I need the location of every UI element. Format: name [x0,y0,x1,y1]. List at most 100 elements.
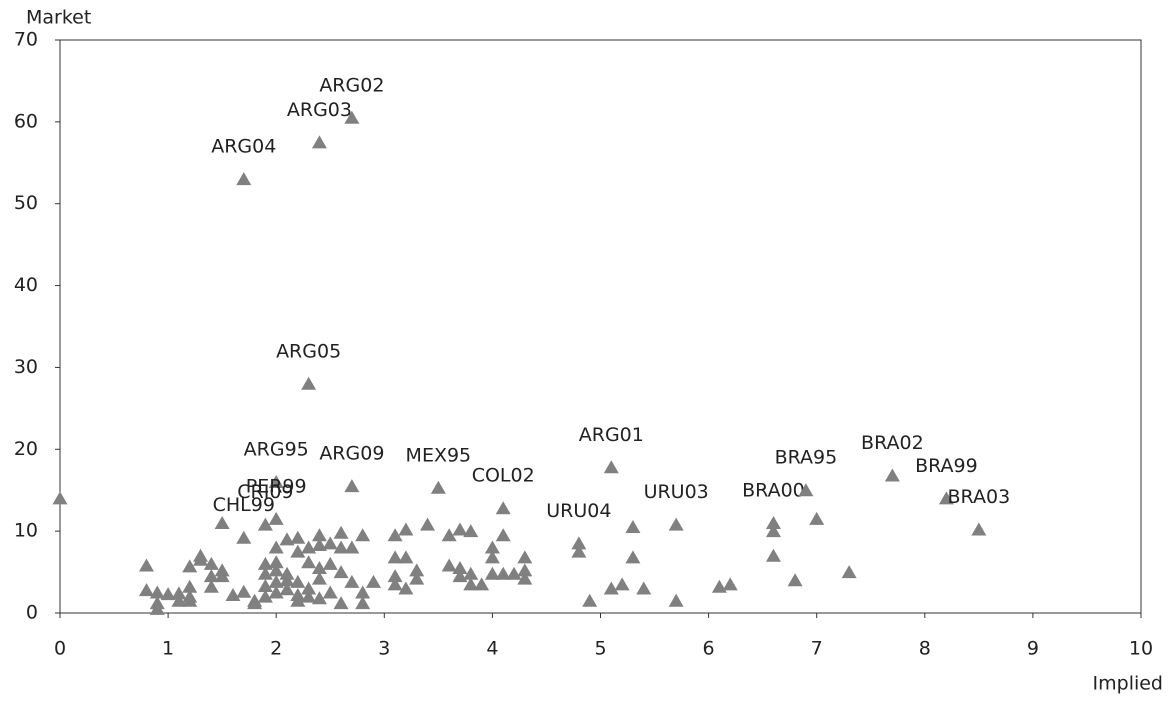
marker [257,566,273,580]
marker [603,460,619,474]
marker [344,479,360,493]
marker [279,566,295,580]
marker [311,591,327,605]
marker [225,587,241,601]
marker [257,517,273,531]
y-axis-title: Market [26,7,91,29]
x-tick-label: 4 [486,638,498,660]
marker [463,566,479,580]
y-tick-label: 20 [14,438,38,460]
marker [182,593,198,607]
marker [495,501,511,515]
marker [301,540,317,554]
point-label: BRA99 [915,455,978,477]
marker [463,524,479,538]
point-label: BRA95 [775,447,838,469]
marker [387,577,403,591]
marker [420,517,436,531]
marker [884,468,900,482]
point-label: URU03 [644,481,709,503]
marker [333,565,349,579]
marker [236,530,252,544]
marker [290,530,306,544]
marker [668,593,684,607]
marker [517,563,533,577]
marker [171,593,187,607]
marker [387,550,403,564]
marker [52,491,68,505]
marker [247,593,263,607]
marker [311,135,327,149]
marker [711,579,727,593]
marker [387,528,403,542]
marker [484,540,500,554]
x-axis-title: Implied [1093,673,1163,695]
x-tick-label: 2 [270,638,282,660]
marker [290,544,306,558]
point-label: ARG95 [244,439,309,461]
marker [279,582,295,596]
marker [765,548,781,562]
x-tick-label: 5 [594,638,606,660]
marker [625,520,641,534]
marker [193,552,209,566]
x-tick-label: 9 [1027,638,1039,660]
marker [517,550,533,564]
marker [311,538,327,552]
marker [214,569,230,583]
marker [268,511,284,525]
marker [311,560,327,574]
marker [765,524,781,538]
point-label: MEX95 [406,444,472,466]
point-label: ARG02 [319,74,384,96]
marker [430,480,446,494]
marker [765,515,781,529]
marker [636,581,652,595]
marker [203,569,219,583]
point-label: PER99 [246,475,307,497]
point-label: CRI09 [237,481,293,503]
marker [355,585,371,599]
marker [571,544,587,558]
marker [344,110,360,124]
marker [301,376,317,390]
point-label: BRA03 [948,486,1011,508]
marker [787,573,803,587]
marker [409,563,425,577]
marker [214,515,230,529]
marker [203,556,219,570]
y-tick-label: 50 [14,192,38,214]
marker [387,569,403,583]
marker [268,563,284,577]
marker [344,540,360,554]
marker [409,571,425,585]
marker [333,596,349,610]
point-label: ARG04 [211,136,276,158]
marker [495,566,511,580]
marker [441,528,457,542]
point-label: URU04 [546,500,611,522]
marker [355,528,371,542]
point-label: BRA00 [742,479,805,501]
point-label: ARG01 [579,424,644,446]
x-tick-label: 7 [811,638,823,660]
marker [398,550,414,564]
marker [268,475,284,489]
marker [301,581,317,595]
marker [138,583,154,597]
marker [668,517,684,531]
marker [279,532,295,546]
point-label: ARG05 [276,340,341,362]
point-label: CHL99 [213,494,275,516]
marker [203,579,219,593]
marker [257,556,273,570]
marker [182,579,198,593]
marker [484,550,500,564]
marker [301,589,317,603]
point-label: BRA02 [861,432,924,454]
marker [452,522,468,536]
marker [268,540,284,554]
marker [722,577,738,591]
x-tick-label: 1 [162,638,174,660]
